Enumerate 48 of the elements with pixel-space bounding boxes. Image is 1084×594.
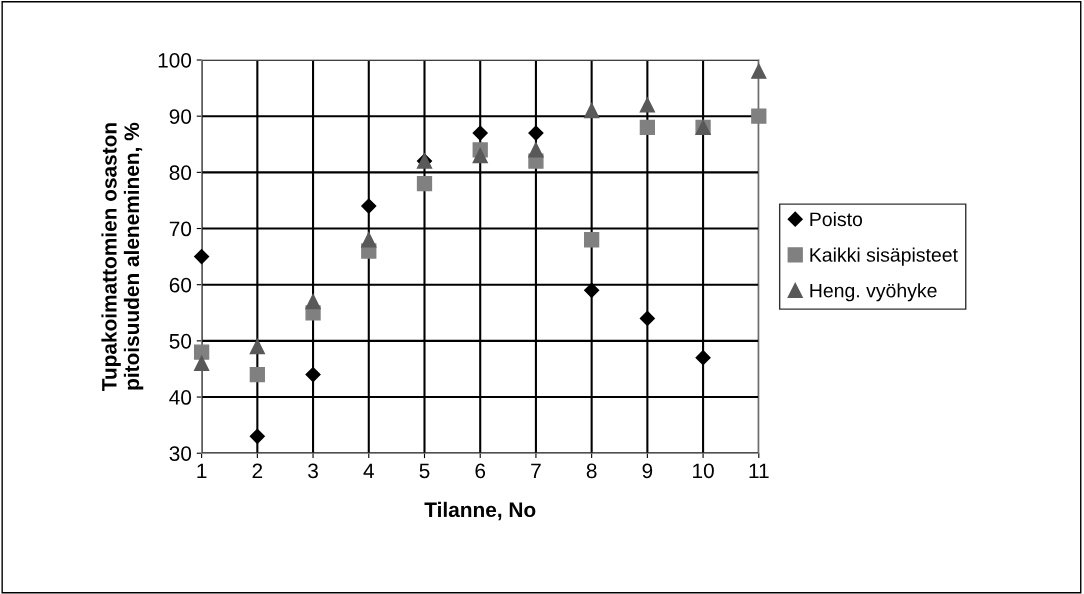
point (472, 147, 488, 164)
point (639, 119, 656, 136)
y-tick-label: 50 (169, 333, 192, 349)
x-tick-label: 6 (475, 463, 486, 479)
x-tick-label: 7 (531, 463, 541, 479)
y-tick-label: 70 (169, 221, 192, 237)
point (361, 232, 377, 248)
y-tick-label: 40 (169, 390, 192, 405)
x-tick-label: 10 (693, 463, 714, 479)
point (584, 232, 600, 248)
point (639, 310, 655, 326)
x-tick-label: 3 (308, 463, 318, 479)
y-tick-label: 100 (158, 53, 192, 68)
point (751, 63, 767, 79)
x-tick-label: 9 (642, 463, 653, 479)
x-tick-label: 11 (749, 463, 769, 479)
point (751, 108, 767, 124)
point (193, 344, 210, 360)
point (249, 428, 265, 444)
point (584, 282, 600, 298)
point (305, 293, 321, 310)
point (305, 367, 321, 383)
legend-label: Poisto (810, 211, 863, 227)
point (584, 102, 600, 119)
x-tick-label: 5 (419, 463, 430, 479)
y-tick-label: 80 (169, 165, 192, 181)
point (695, 350, 711, 366)
legend-label: Heng. vyöhyke (810, 283, 937, 302)
point (416, 175, 433, 192)
point (249, 338, 265, 355)
x-tick-label: 8 (586, 463, 597, 479)
y-tick-label: 60 (169, 277, 192, 293)
x-axis-title: Tilanne, No (424, 501, 536, 521)
x-tick-label: 1 (197, 463, 207, 479)
point (472, 125, 488, 141)
point (528, 142, 544, 158)
legend-label: Kaikki sisäpisteet (810, 247, 958, 266)
y-tick-label: 30 (169, 446, 192, 461)
x-tick-label: 4 (363, 463, 374, 479)
y-axis-title: Tupakoimattomien osaston pitoisuuden aleneminen, % (101, 122, 144, 392)
point (194, 249, 210, 265)
point (193, 355, 210, 371)
x-tick-label: 2 (252, 463, 263, 479)
point (249, 366, 265, 383)
point (361, 198, 377, 214)
point (528, 125, 544, 141)
y-tick-label: 90 (169, 109, 192, 124)
point (639, 97, 656, 113)
